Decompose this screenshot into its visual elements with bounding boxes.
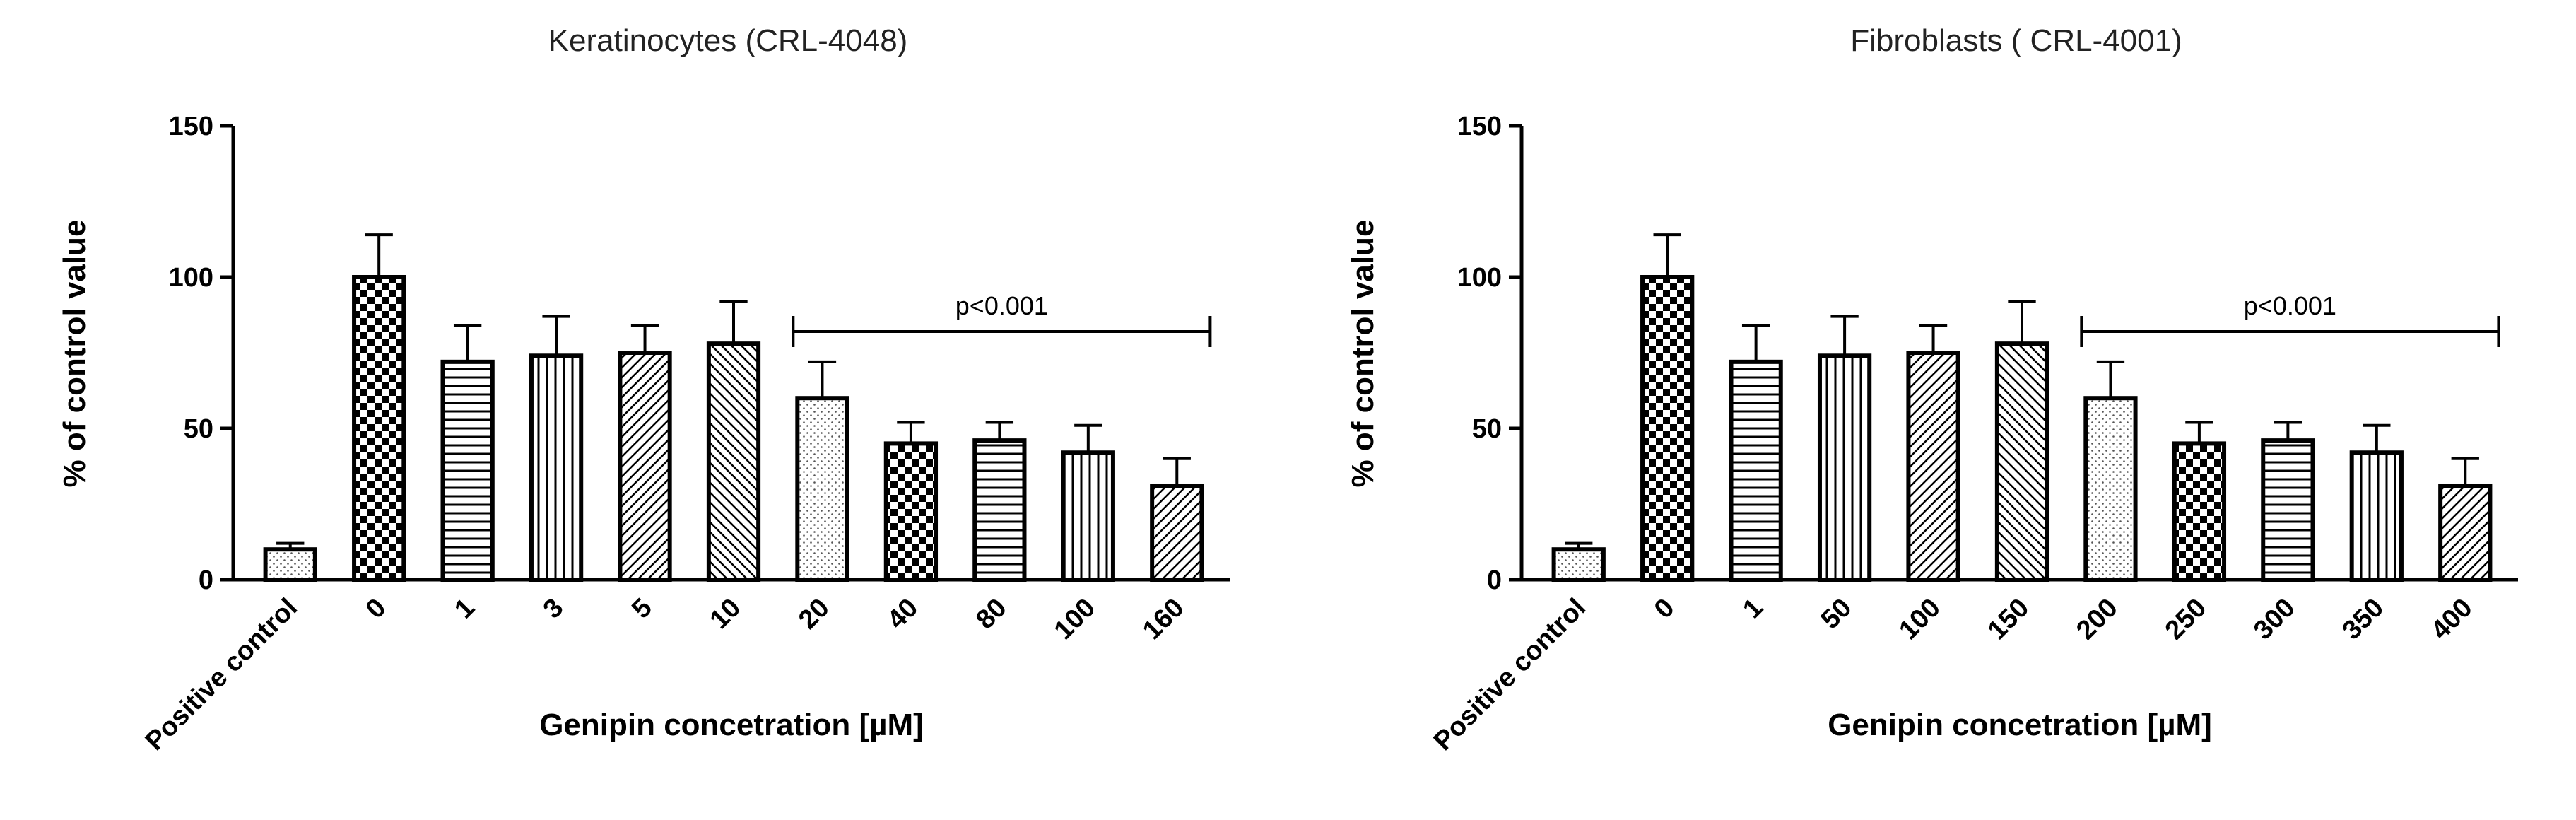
y-tick-label: 0 [1487,566,1502,595]
bar [883,441,939,582]
bar [706,341,761,582]
bar [1640,275,1695,582]
x-tick-label: 5 [626,593,658,625]
x-tick-label: 300 [2248,593,2301,646]
y-tick-label: 100 [169,263,213,293]
x-tick-label: 1 [1737,593,1769,625]
bar [618,351,672,582]
bar [529,353,584,582]
y-axis-label: % of control value [57,220,92,488]
x-tick-label: 100 [1049,593,1102,646]
y-tick-label: 150 [169,112,213,141]
bar [1729,359,1783,582]
x-tick-label: 200 [2071,593,2124,646]
bar [972,438,1027,582]
bar [1061,450,1115,582]
bar [1551,547,1606,582]
x-tick-label: 20 [793,593,835,636]
y-tick-label: 50 [184,414,213,444]
x-tick-label: 1 [449,593,481,625]
y-tick-label: 0 [199,566,213,595]
bar [440,359,495,582]
bar [795,396,849,582]
bar [1150,484,1204,582]
x-tick-label: 250 [2160,593,2213,646]
bar [2438,484,2493,582]
x-axis-label: Genipin concetration [µM] [539,708,924,742]
chart-svg: Keratinocytes (CRL-4048) % of control va… [57,23,1230,756]
x-tick-label: 80 [970,593,1013,636]
x-tick-label: 350 [2337,593,2390,646]
x-tick-label: 100 [1893,593,1946,646]
significance-label: p<0.001 [2244,291,2336,320]
bar [352,275,406,582]
x-tick-label: 0 [360,593,392,625]
x-tick-label: Positive control [1428,593,1592,756]
chart-title: Keratinocytes (CRL-4048) [548,23,908,58]
chart-fibroblasts: Fibroblasts ( CRL-4001) % of control val… [1288,0,2576,820]
y-tick-label: 150 [1457,112,1502,141]
bar [263,547,317,582]
y-tick-label: 50 [1472,414,1502,444]
x-tick-label: 160 [1137,593,1190,646]
bar [2349,450,2404,582]
significance-label: p<0.001 [955,291,1048,320]
chart-svg: Fibroblasts ( CRL-4001) % of control val… [1346,23,2518,756]
x-tick-label: 3 [538,593,570,625]
x-tick-label: Positive control [140,593,303,756]
chart-title: Fibroblasts ( CRL-4001) [1850,23,2182,58]
chart-keratinocytes: Keratinocytes (CRL-4048) % of control va… [57,23,1230,756]
bar [2083,396,2138,582]
bar [2172,441,2227,582]
x-tick-label: 400 [2425,593,2478,646]
bar [2261,438,2315,582]
x-tick-label: 0 [1649,593,1681,625]
x-tick-label: 150 [1982,593,2035,646]
bar [1817,353,1872,582]
x-tick-label: 40 [882,593,924,636]
x-tick-label: 10 [705,593,747,636]
y-tick-label: 100 [1457,263,1502,293]
bar [1906,351,1960,582]
bar [1994,341,2049,582]
x-tick-label: 50 [1816,593,1858,636]
x-axis-label: Genipin concetration [µM] [1828,708,2212,742]
y-axis-label: % of control value [1346,220,1380,488]
